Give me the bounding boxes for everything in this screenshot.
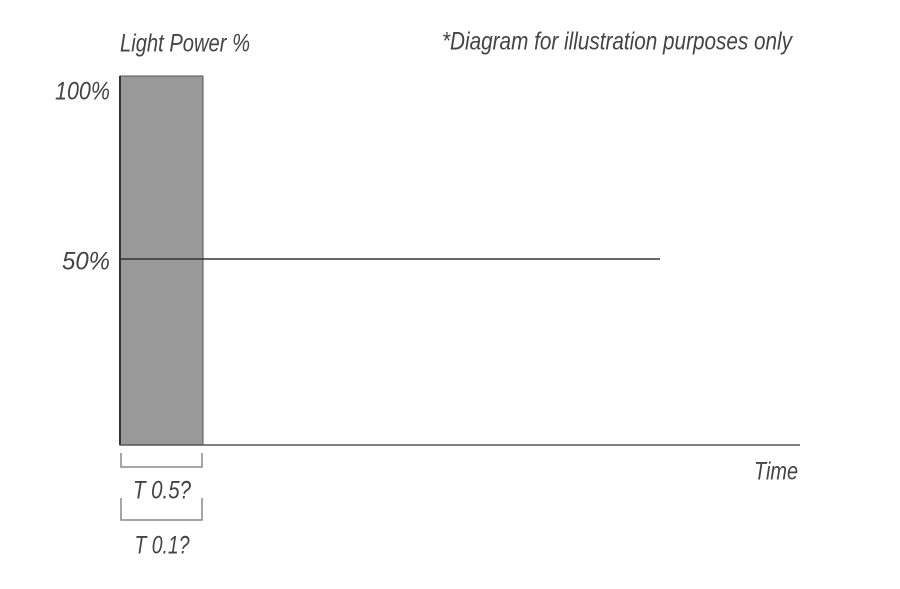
note: *Diagram for illustration purposes only <box>442 28 793 56</box>
power-block <box>119 75 204 446</box>
y-tick-label: 100% <box>55 78 110 106</box>
bracket <box>120 498 203 521</box>
y-axis-label: Light Power % <box>120 30 250 58</box>
y-tick-label: 50% <box>62 248 110 276</box>
bracket-label: T 0.1? <box>135 532 190 560</box>
x-axis-label: Time <box>754 458 798 486</box>
bracket <box>120 453 203 468</box>
bracket-label: T 0.5? <box>133 477 191 505</box>
